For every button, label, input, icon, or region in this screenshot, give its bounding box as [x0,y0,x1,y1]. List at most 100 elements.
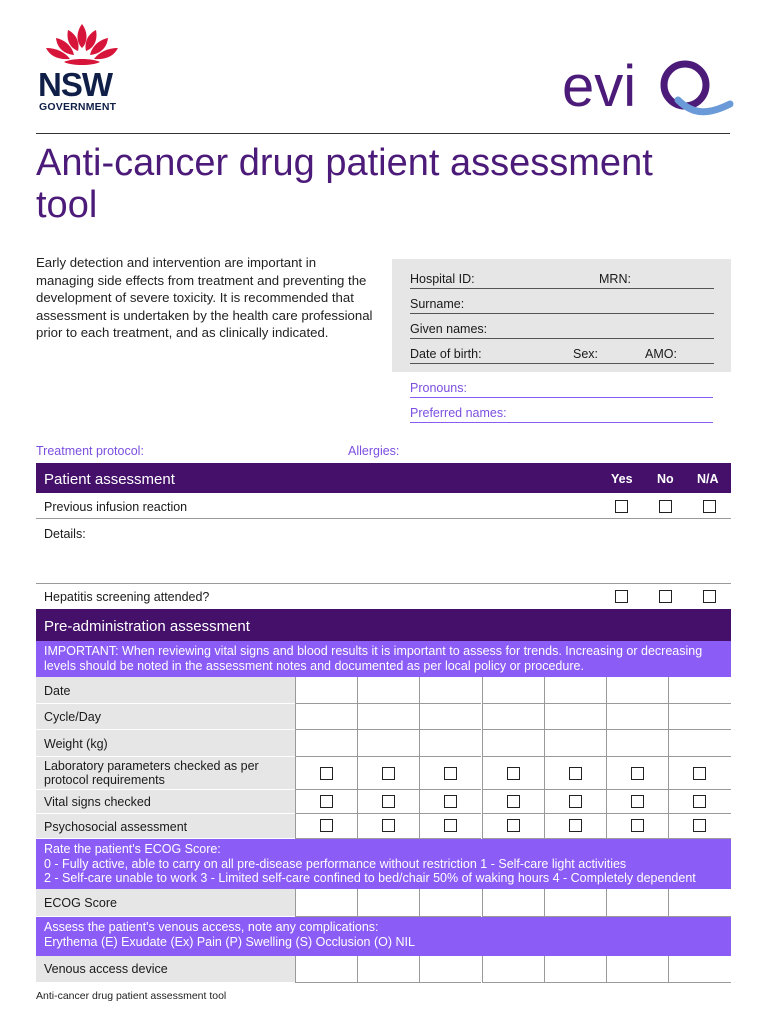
assessment-cell-5[interactable] [544,889,606,917]
assessment-checkbox-5[interactable] [569,795,582,808]
assessment-cell-5[interactable] [544,730,606,757]
preferred-names-field[interactable]: Preferred names: [410,405,713,423]
date-row: Date [36,677,731,704]
pronouns-field[interactable]: Pronouns: [410,380,713,398]
date-label-cell: Date [36,677,295,704]
cycle-row: Cycle/Day [36,704,731,730]
assessment-checkbox-3[interactable] [444,819,457,832]
assessment-cell-3[interactable] [419,730,481,757]
infusion-yes-checkbox[interactable] [615,500,628,513]
assessment-cell-1[interactable] [295,704,357,730]
assessment-checkbox-4[interactable] [507,795,520,808]
col-no: No [657,472,674,486]
assessment-checkbox-7[interactable] [693,767,706,780]
waratah-icon [46,24,118,65]
assessment-cell-6[interactable] [606,730,668,757]
assessment-cell-4[interactable] [482,704,544,730]
cycle-label: Cycle/Day [44,710,101,724]
assessment-cell-6[interactable] [606,889,668,917]
ecog-band-line3: 2 - Self-care unable to work 3 - Limited… [44,871,696,885]
assessment-cell-2[interactable] [357,956,419,983]
infusion-reaction-row: Previous infusion reaction [36,493,731,519]
given-names-line[interactable]: Given names: [410,315,714,339]
assessment-checkbox-5[interactable] [569,819,582,832]
infusion-no-checkbox[interactable] [659,500,672,513]
assessment-checkbox-6[interactable] [631,795,644,808]
assessment-cell-2[interactable] [357,704,419,730]
hepatitis-yes-checkbox[interactable] [615,590,628,603]
assessment-cell-5[interactable] [544,677,606,704]
psychosocial-label: Psychosocial assessment [44,820,188,834]
assessment-checkbox-4[interactable] [507,819,520,832]
assessment-cell-3 [419,757,481,790]
assessment-checkbox-5[interactable] [569,767,582,780]
assessment-cell-5 [544,757,606,790]
hepatitis-row: Hepatitis screening attended? [36,584,731,609]
assessment-cell-7[interactable] [668,889,731,917]
infusion-na-checkbox[interactable] [703,500,716,513]
assessment-cell-6[interactable] [606,956,668,983]
treatment-protocol-label: Treatment protocol: [36,444,144,458]
assessment-cell-3 [419,790,481,814]
venous-band-line1: Assess the patient's venous access, note… [44,920,379,934]
assessment-cell-1[interactable] [295,889,357,917]
important-note: IMPORTANT: When reviewing vital signs an… [36,641,731,677]
assessment-checkbox-2[interactable] [382,795,395,808]
assessment-cell-7[interactable] [668,677,731,704]
vitals-row: Vital signs checked [36,790,731,814]
dob-label: Date of birth: [410,347,482,361]
dob-line[interactable]: Date of birth: Sex: AMO: [410,340,714,364]
assessment-checkbox-3[interactable] [444,795,457,808]
amo-label: AMO: [645,347,677,361]
hepatitis-no-checkbox[interactable] [659,590,672,603]
assessment-cell-2[interactable] [357,889,419,917]
assessment-cell-2 [357,757,419,790]
assessment-cell-7[interactable] [668,956,731,983]
assessment-cell-1[interactable] [295,956,357,983]
assessment-cell-6[interactable] [606,677,668,704]
assessment-cell-1[interactable] [295,730,357,757]
assessment-cell-1[interactable] [295,677,357,704]
assessment-cell-2[interactable] [357,730,419,757]
assessment-cell-3[interactable] [419,677,481,704]
assessment-cell-4[interactable] [482,889,544,917]
assessment-cell-1 [295,790,357,814]
assessment-cell-4 [482,757,544,790]
details-row[interactable]: Details: [36,519,731,584]
assessment-cell-4[interactable] [482,677,544,704]
assessment-cell-3[interactable] [419,889,481,917]
assessment-cell-6 [606,814,668,839]
venous-label: Venous access device [44,962,168,976]
assessment-cell-3[interactable] [419,956,481,983]
assessment-cell-4[interactable] [482,730,544,757]
allergies-label: Allergies: [348,444,400,458]
assessment-checkbox-1[interactable] [320,767,333,780]
assessment-checkbox-2[interactable] [382,819,395,832]
col-yes: Yes [611,472,633,486]
assessment-cell-5[interactable] [544,956,606,983]
surname-line[interactable]: Surname: [410,290,714,314]
assessment-cell-7[interactable] [668,730,731,757]
assessment-checkbox-6[interactable] [631,819,644,832]
assessment-cell-3[interactable] [419,704,481,730]
assessment-cell-4[interactable] [482,956,544,983]
assessment-checkbox-2[interactable] [382,767,395,780]
hospital-id-line[interactable]: Hospital ID: MRN: [410,265,714,289]
hepatitis-na-checkbox[interactable] [703,590,716,603]
assessment-checkbox-4[interactable] [507,767,520,780]
assessment-cell-6[interactable] [606,704,668,730]
assessment-checkbox-3[interactable] [444,767,457,780]
psychosocial-row: Psychosocial assessment [36,814,731,839]
assessment-cell-5[interactable] [544,704,606,730]
assessment-checkbox-7[interactable] [693,819,706,832]
nsw-wordmark: NSW [38,66,113,103]
assessment-cell-7 [668,790,731,814]
assessment-checkbox-1[interactable] [320,795,333,808]
assessment-cell-7[interactable] [668,704,731,730]
assessment-checkbox-1[interactable] [320,819,333,832]
patient-id-box: Hospital ID: MRN: Surname: Given names: … [392,259,731,372]
assessment-checkbox-6[interactable] [631,767,644,780]
assessment-checkbox-7[interactable] [693,795,706,808]
assessment-cell-2 [357,814,419,839]
assessment-cell-2[interactable] [357,677,419,704]
